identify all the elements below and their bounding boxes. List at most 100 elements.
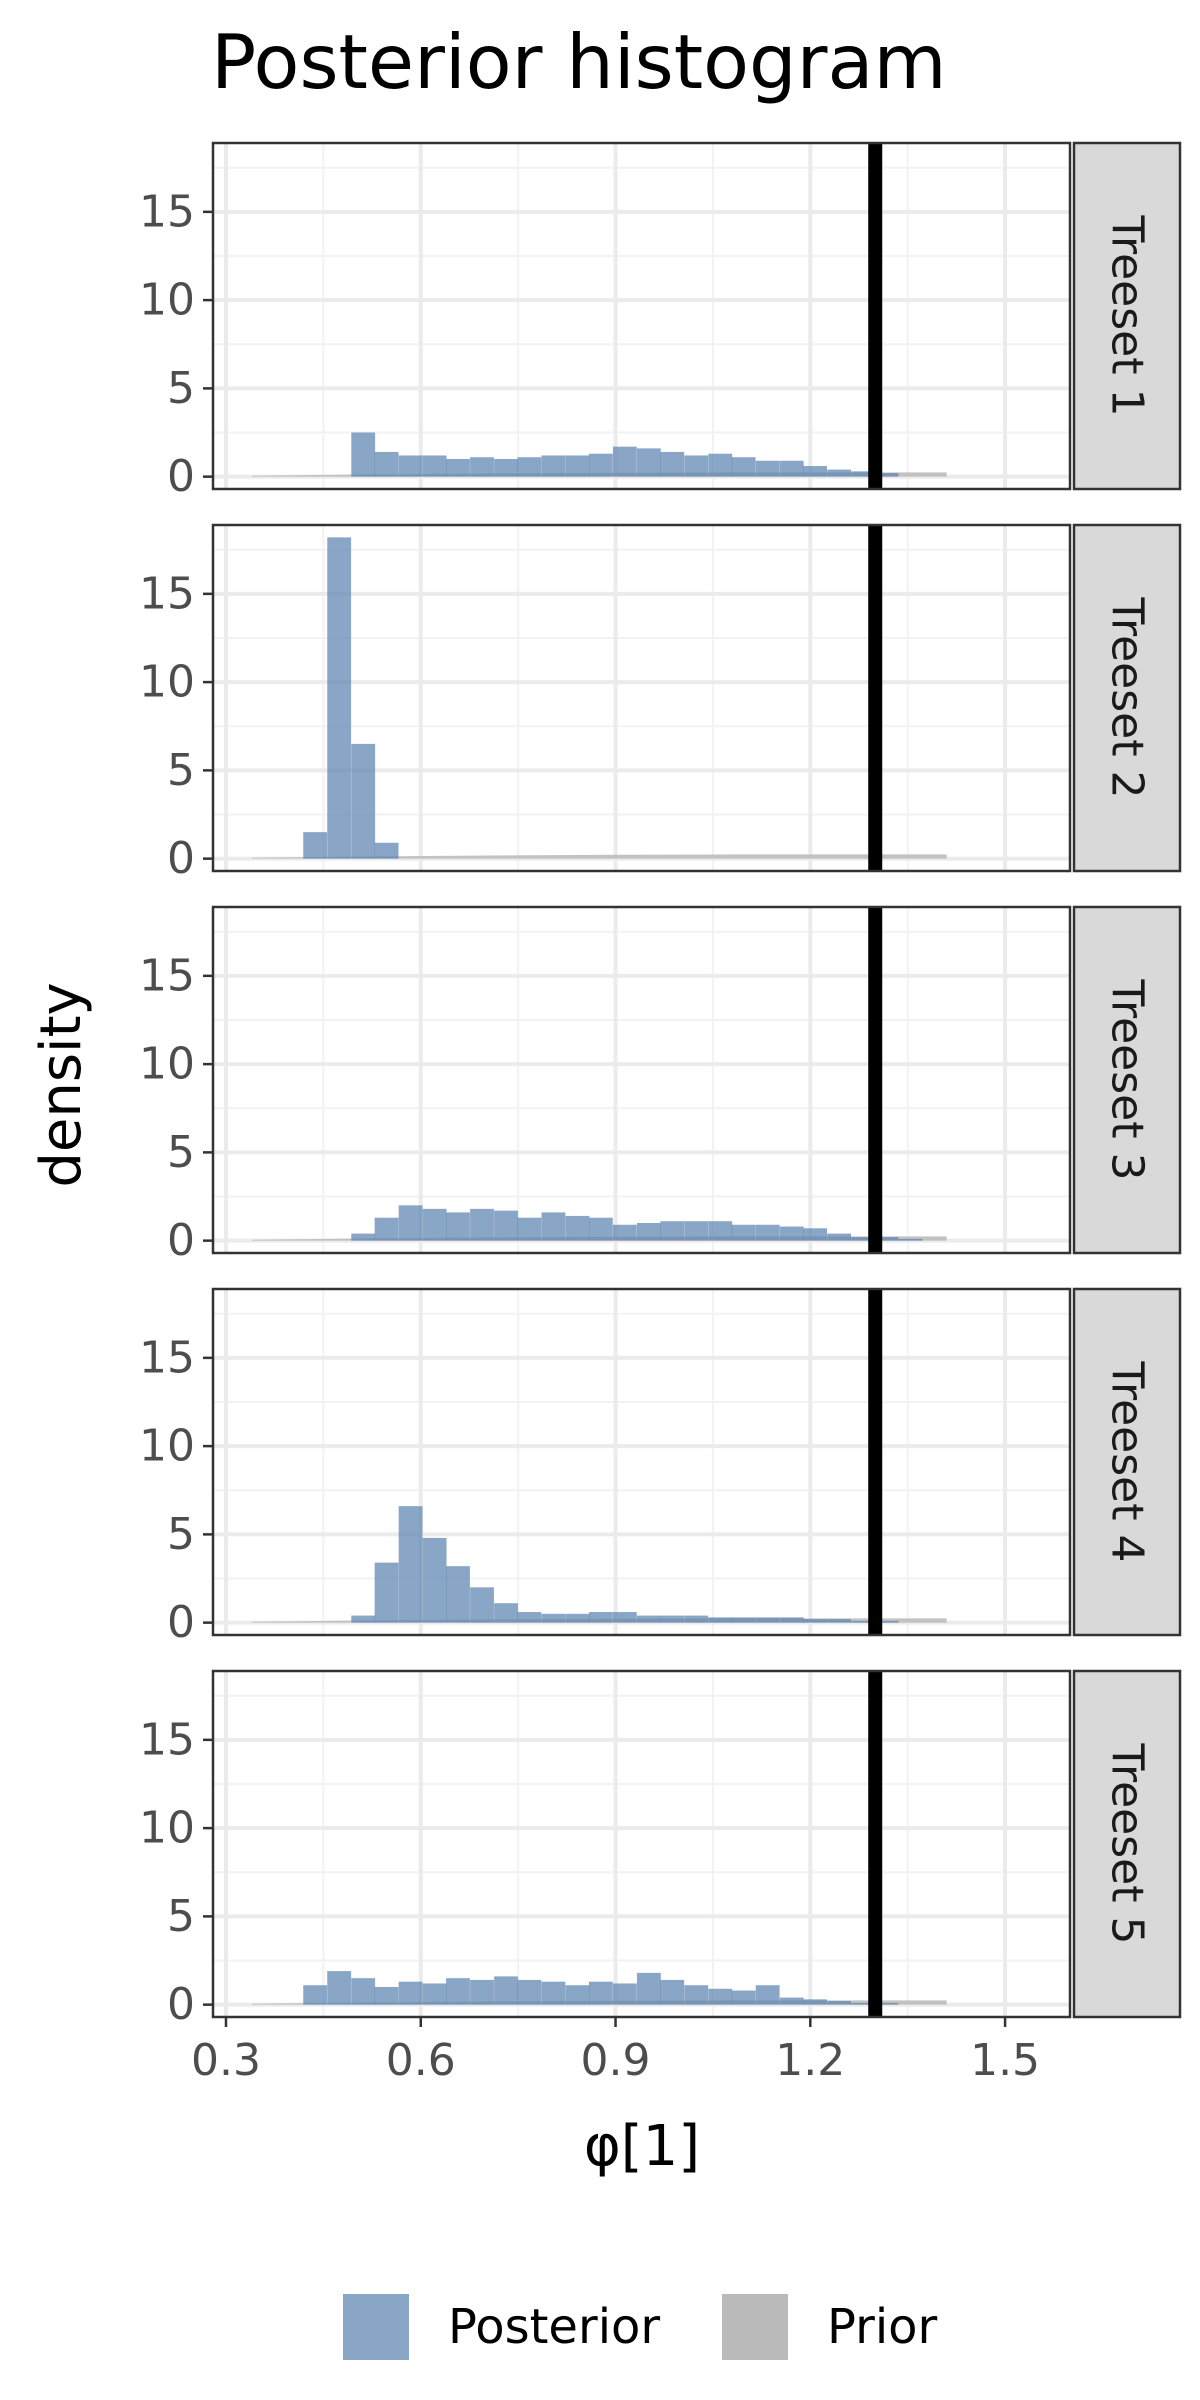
posterior-bar xyxy=(660,1615,685,1623)
posterior-bar xyxy=(517,1612,542,1623)
facet-strip-label: Treeset 3 xyxy=(1102,979,1153,1181)
x-axis-title: φ[1] xyxy=(584,2114,700,2179)
posterior-bar xyxy=(351,1978,376,2005)
x-tick-label: 0.3 xyxy=(191,2035,261,2086)
y-tick-label: 10 xyxy=(139,275,195,326)
posterior-bar xyxy=(446,1978,470,2005)
y-tick-label: 0 xyxy=(167,1597,195,1648)
posterior-bar xyxy=(351,432,376,477)
y-tick-label: 5 xyxy=(167,1127,195,1178)
y-tick-label: 10 xyxy=(139,657,195,708)
posterior-bar xyxy=(755,460,780,477)
panel-background xyxy=(213,143,1070,489)
y-tick-label: 5 xyxy=(167,745,195,796)
posterior-bar xyxy=(374,451,399,477)
facet-strip-label: Treeset 1 xyxy=(1102,215,1153,417)
y-tick-label: 15 xyxy=(139,1714,195,1765)
posterior-bar xyxy=(422,1983,447,2005)
posterior-bar xyxy=(565,1215,590,1241)
y-tick-label: 15 xyxy=(139,186,195,237)
posterior-bar xyxy=(398,1506,423,1623)
posterior-bar xyxy=(470,1979,494,2005)
legend-key xyxy=(343,2294,409,2360)
posterior-bar xyxy=(541,455,566,477)
posterior-bar xyxy=(851,1620,876,1623)
posterior-bar xyxy=(731,1990,756,2005)
panel-background xyxy=(213,1289,1070,1635)
posterior-bar xyxy=(708,1988,733,2005)
facet-strip xyxy=(1072,141,1182,491)
y-tick-label: 15 xyxy=(139,568,195,619)
posterior-bar xyxy=(636,1972,661,2005)
posterior-bar xyxy=(708,453,733,477)
posterior-bar xyxy=(470,1208,494,1241)
x-tick-label: 0.6 xyxy=(386,2035,456,2086)
y-tick-label: 0 xyxy=(167,1215,195,1266)
posterior-bar xyxy=(588,1217,613,1241)
posterior-bar xyxy=(612,1224,637,1241)
posterior-bar xyxy=(351,743,376,859)
posterior-bar xyxy=(351,1615,376,1623)
posterior-bar xyxy=(827,2001,852,2005)
posterior-bar xyxy=(684,1221,709,1241)
posterior-bar xyxy=(684,455,709,477)
posterior-bar xyxy=(398,1981,423,2005)
posterior-bar xyxy=(303,1985,328,2005)
posterior-bar xyxy=(422,455,447,477)
posterior-bar xyxy=(684,1985,709,2005)
posterior-bar xyxy=(803,1619,827,1623)
facet-panel: Treeset 4 0 5 10 15 xyxy=(139,1287,1182,1648)
posterior-bar xyxy=(898,1238,923,1241)
facet-panel: Treeset 3 0 5 10 15 xyxy=(139,905,1182,1266)
posterior-bar xyxy=(494,458,518,477)
chart-title: Posterior histogram xyxy=(211,18,947,106)
posterior-bar xyxy=(827,1619,852,1623)
posterior-bar xyxy=(327,537,352,859)
posterior-bar xyxy=(446,1566,470,1623)
y-tick-label: 15 xyxy=(139,1332,195,1383)
facet-strip-label: Treeset 2 xyxy=(1102,597,1153,799)
posterior-bar xyxy=(565,1613,590,1623)
posterior-bar xyxy=(374,1217,399,1241)
posterior-bar xyxy=(874,473,899,477)
posterior-bar xyxy=(731,1224,756,1241)
posterior-bar xyxy=(612,1612,637,1623)
posterior-bar xyxy=(731,457,756,477)
facet-panel: Treeset 5 0 5 10 15 xyxy=(139,1669,1182,2030)
y-tick-label: 0 xyxy=(167,451,195,502)
facet-panel: Treeset 1 0 5 10 15 xyxy=(139,141,1182,502)
posterior-bar xyxy=(494,1210,518,1241)
prior-density-area xyxy=(251,854,947,859)
posterior-bar xyxy=(541,1981,566,2005)
posterior-bar xyxy=(374,1986,399,2005)
x-tick-label: 1.2 xyxy=(775,2035,845,2086)
posterior-bar xyxy=(660,1221,685,1241)
posterior-bar xyxy=(470,1587,494,1623)
posterior-bar xyxy=(779,1226,804,1241)
y-tick-label: 5 xyxy=(167,1891,195,1942)
posterior-bar xyxy=(446,1212,470,1241)
y-tick-label: 0 xyxy=(167,1979,195,2030)
panel-border xyxy=(211,905,1072,1255)
y-tick-label: 0 xyxy=(167,833,195,884)
x-tick-label: 0.9 xyxy=(581,2035,651,2086)
y-tick-label: 10 xyxy=(139,1803,195,1854)
facet-strip-label: Treeset 4 xyxy=(1102,1361,1153,1563)
posterior-bar xyxy=(779,1617,804,1623)
panel-border xyxy=(211,1669,1072,2019)
facet-strip-label: Treeset 5 xyxy=(1102,1743,1153,1945)
posterior-bar xyxy=(517,1979,542,2005)
posterior-bar xyxy=(827,469,852,477)
posterior-bar xyxy=(422,1537,447,1623)
posterior-bar xyxy=(303,832,328,859)
posterior-bar xyxy=(327,1971,352,2005)
posterior-bar xyxy=(517,1217,542,1241)
y-axis-title: density xyxy=(29,982,94,1187)
posterior-bar xyxy=(851,2002,876,2005)
posterior-bar xyxy=(874,1237,899,1241)
posterior-bar xyxy=(398,1205,423,1241)
posterior-bar xyxy=(541,1212,566,1241)
y-tick-label: 15 xyxy=(139,950,195,1001)
